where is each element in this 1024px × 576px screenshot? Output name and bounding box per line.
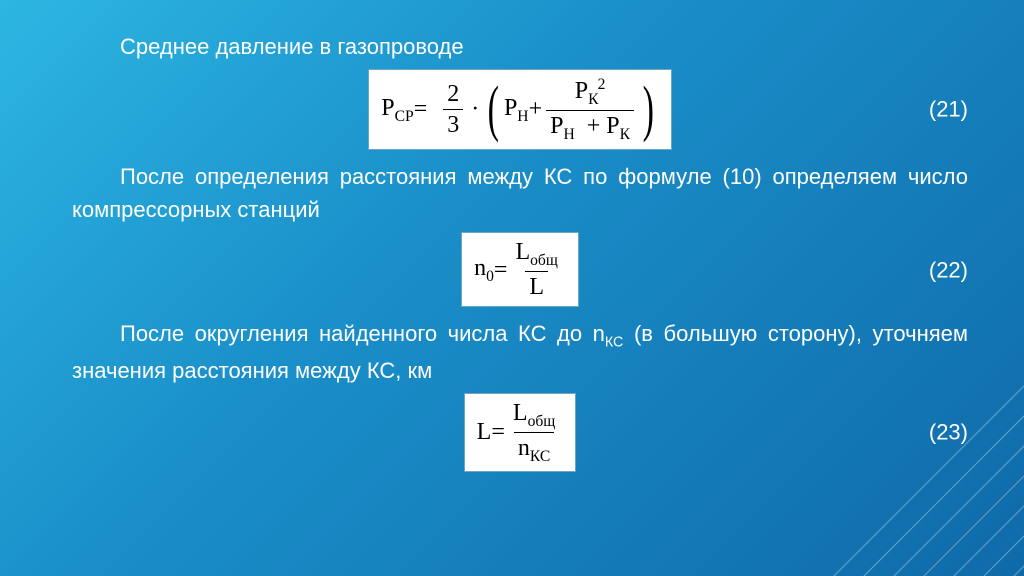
eqnum-21: (21)	[929, 93, 968, 126]
f3-frac: Lобщ nКС	[509, 400, 559, 465]
text-line3-sub: КС	[605, 335, 624, 351]
f3-eq: =	[491, 414, 505, 450]
f3-lhs: L	[477, 414, 492, 450]
formula-23: L = Lобщ nКС	[464, 393, 577, 472]
formula-22: n0 = Lобщ L	[461, 232, 579, 307]
f2-frac: Lобщ L	[511, 239, 561, 300]
f1-plus1: +	[529, 91, 543, 127]
f2-lhs: n0	[474, 250, 494, 288]
para-2: После определения расстояния между КС по…	[72, 160, 968, 226]
f2-eq: =	[494, 252, 508, 288]
equation-row-22: n0 = Lобщ L (22)	[72, 232, 968, 307]
slide: Среднее давление в газопроводе PСР = 2 3…	[0, 0, 1024, 576]
f1-PH: PН	[504, 90, 529, 128]
equation-row-21: PСР = 2 3 · ( PН + PК2 PН + PК	[72, 69, 968, 150]
f1-eq: =	[414, 91, 428, 127]
eqnum-22: (22)	[929, 253, 968, 286]
para-3: После округления найденного числа КС до …	[72, 317, 968, 387]
equation-row-23: L = Lобщ nКС (23)	[72, 393, 968, 472]
text-line1: Среднее давление в газопроводе	[120, 34, 464, 59]
f1-lhs: PСР	[381, 90, 413, 128]
f1-frac-pk: PК2 PН + PК	[546, 76, 634, 143]
text-line3a: После округления найденного числа КС до …	[120, 321, 605, 346]
formula-21: PСР = 2 3 · ( PН + PК2 PН + PК	[368, 69, 671, 150]
eqnum-23: (23)	[929, 416, 968, 449]
intro-line-1: Среднее давление в газопроводе	[72, 30, 968, 63]
f1-frac-2-3: 2 3	[443, 81, 463, 139]
f1-dot: ·	[471, 91, 479, 127]
text-line2: После определения расстояния между КС по…	[72, 164, 968, 222]
